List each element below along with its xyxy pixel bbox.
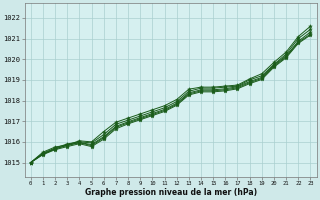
X-axis label: Graphe pression niveau de la mer (hPa): Graphe pression niveau de la mer (hPa) xyxy=(84,188,257,197)
